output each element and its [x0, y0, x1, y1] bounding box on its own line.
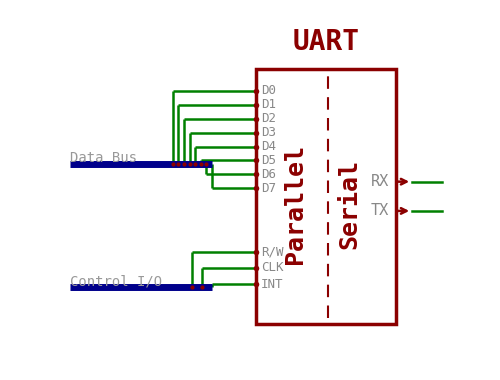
- Text: D6: D6: [261, 168, 276, 181]
- Text: D7: D7: [261, 182, 276, 195]
- Text: UART: UART: [292, 28, 360, 56]
- Text: D5: D5: [261, 154, 276, 167]
- Text: Serial: Serial: [337, 158, 361, 249]
- Text: RX: RX: [370, 174, 389, 189]
- Text: R/W: R/W: [261, 245, 283, 258]
- Text: D4: D4: [261, 140, 276, 153]
- Text: INT: INT: [261, 277, 283, 291]
- Text: D2: D2: [261, 112, 276, 125]
- Text: Control I/O: Control I/O: [70, 274, 162, 288]
- Text: D1: D1: [261, 98, 276, 111]
- Bar: [256, 69, 396, 324]
- Text: TX: TX: [370, 203, 389, 218]
- Text: CLK: CLK: [261, 261, 283, 274]
- Text: Parallel: Parallel: [283, 144, 307, 264]
- Text: Data Bus: Data Bus: [70, 151, 137, 165]
- Text: D3: D3: [261, 126, 276, 139]
- Text: D0: D0: [261, 84, 276, 97]
